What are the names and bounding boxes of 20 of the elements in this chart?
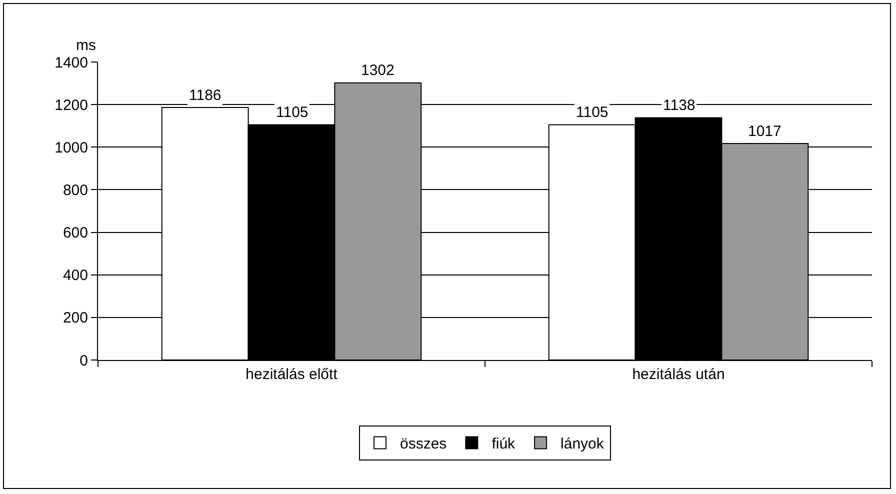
data-label: 1186: [189, 87, 222, 104]
y-tick-label: 1400: [54, 54, 88, 72]
data-label: 1017: [748, 123, 782, 140]
y-tick-label: 0: [80, 352, 88, 370]
legend-label: fiúk: [492, 436, 516, 453]
y-tick-label: 1200: [54, 96, 88, 114]
data-label: 1105: [576, 104, 608, 121]
legend-label: lányok: [560, 436, 604, 453]
y-tick-label: 200: [62, 310, 88, 327]
data-label: 1138: [663, 97, 696, 114]
y-axis-title: ms: [76, 37, 96, 54]
x-tick-label: hezitálás után: [632, 366, 725, 383]
y-tick-label: 1000: [54, 139, 88, 156]
legend-label: összes: [400, 436, 447, 453]
y-tick-label: 600: [62, 224, 88, 242]
y-tick-label: 400: [62, 267, 88, 284]
data-label: 1105: [276, 104, 308, 121]
x-tick-label: hezitálás előtt: [246, 366, 338, 383]
data-label: 1302: [361, 62, 394, 79]
y-tick-label: 800: [62, 182, 88, 199]
